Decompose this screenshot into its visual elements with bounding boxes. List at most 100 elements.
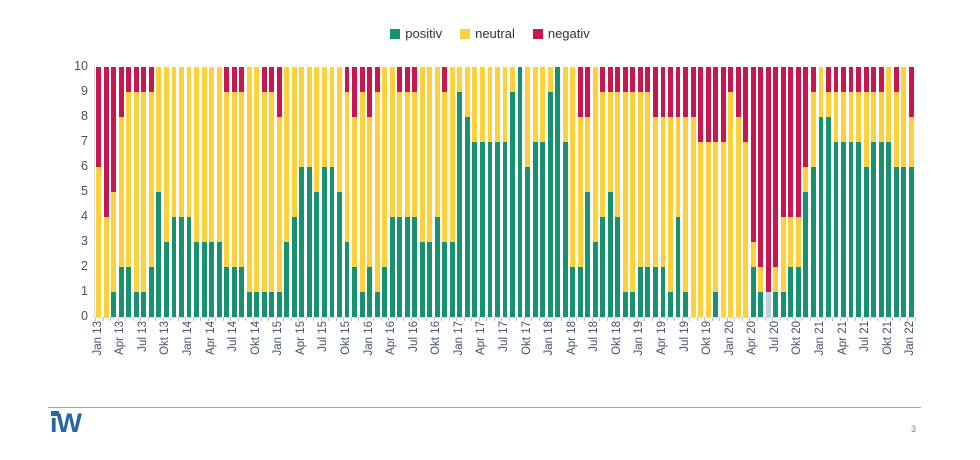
- bar-segment-negativ: [826, 67, 831, 92]
- bar-segment-negativ: [96, 67, 102, 167]
- x-axis-tick: [734, 318, 736, 321]
- bar-segment-negativ: [600, 67, 606, 92]
- bar-segment-negativ: [668, 67, 673, 117]
- bar-segment-neutral: [412, 92, 418, 217]
- bar-segment-neutral: [713, 142, 719, 292]
- bar-segment-neutral: [457, 67, 463, 92]
- bar-segment-neutral: [306, 67, 312, 167]
- bar-segment-positiv: [908, 167, 914, 317]
- x-axis-tick: [252, 318, 254, 321]
- bar-segment-positiv: [622, 292, 628, 317]
- x-axis-tick: [869, 318, 871, 321]
- y-axis-label: 2: [81, 259, 88, 273]
- bar-segment-neutral: [848, 92, 854, 142]
- iw-logo-macron: [51, 411, 59, 416]
- x-axis-tick: [448, 318, 450, 321]
- bar-segment-negativ: [833, 67, 839, 92]
- x-axis-tick: [809, 318, 811, 321]
- bar-segment-neutral: [367, 117, 373, 267]
- bar-segment-neutral: [419, 67, 425, 242]
- bar-segment-positiv: [585, 192, 591, 317]
- bar-segment-positiv: [156, 192, 162, 317]
- bar-segment-negativ: [607, 67, 613, 92]
- bar-segment-neutral: [630, 92, 636, 292]
- bar-segment-positiv: [374, 292, 380, 317]
- bar-segment-neutral: [653, 117, 658, 267]
- bar-segment-neutral: [291, 67, 297, 217]
- x-axis-tick: [290, 318, 292, 321]
- x-axis-tick: [614, 318, 616, 321]
- y-axis-label: 7: [81, 134, 88, 148]
- bar-segment-positiv: [803, 192, 809, 317]
- x-axis-tick: [230, 318, 232, 321]
- y-axis-label: 4: [81, 209, 88, 223]
- x-axis-tick: [644, 318, 646, 321]
- bar-segment-positiv: [464, 117, 470, 317]
- bar-segment-negativ: [758, 67, 764, 267]
- bar-segment-neutral: [720, 142, 726, 317]
- bar-segment-negativ: [239, 67, 245, 92]
- bar-segment-positiv: [502, 142, 508, 317]
- bar-segment-positiv: [246, 292, 252, 317]
- legend-label-positiv: positiv: [405, 26, 443, 41]
- legend-item-positiv: positiv: [390, 26, 442, 41]
- bar-segment-neutral: [585, 117, 591, 192]
- bar-segment-positiv: [675, 217, 681, 317]
- x-axis-tick: [568, 318, 570, 321]
- bar-segment-negativ: [577, 67, 583, 117]
- bar-segment-neutral: [901, 67, 907, 167]
- bar-segment-negativ: [352, 67, 357, 117]
- bar-segment-negativ: [261, 67, 267, 92]
- bar-segment-negativ: [653, 67, 658, 117]
- x-axis-tick: [794, 318, 796, 321]
- bar-segment-neutral: [698, 142, 704, 317]
- bar-segment-neutral: [758, 267, 764, 292]
- x-axis-tick: [298, 318, 300, 321]
- bar-segment-positiv: [841, 142, 846, 317]
- bar-segment-positiv: [863, 167, 869, 317]
- x-axis-tick: [441, 318, 443, 321]
- bar-segment-positiv: [419, 242, 425, 317]
- x-axis-tick: [726, 318, 728, 321]
- bar-segment-positiv: [276, 292, 282, 317]
- bar-segment-neutral: [164, 67, 169, 242]
- x-axis-tick: [493, 318, 495, 321]
- bar-segment-negativ: [728, 67, 734, 92]
- bar-segment-negativ: [148, 67, 154, 92]
- bar-segment-neutral: [276, 117, 282, 292]
- bar-segment-positiv: [457, 92, 463, 317]
- bar-segment-positiv: [878, 142, 884, 317]
- y-axis-label: 10: [74, 59, 88, 73]
- bar-segment-negativ: [893, 67, 899, 92]
- bar-segment-negativ: [871, 67, 877, 92]
- x-axis-tick: [283, 318, 285, 321]
- x-axis-tick: [915, 318, 916, 321]
- bar-segment-neutral: [525, 67, 530, 167]
- bar-segment-neutral: [261, 92, 267, 292]
- x-axis-tick: [486, 318, 488, 321]
- footer-divider: [48, 407, 921, 408]
- x-axis-tick: [463, 318, 465, 321]
- y-axis-label: 3: [81, 234, 88, 248]
- x-axis-tick: [177, 318, 179, 321]
- bar-segment-neutral: [675, 117, 681, 217]
- x-axis-tick: [854, 318, 856, 321]
- bar-segment-negativ: [622, 67, 628, 92]
- bar-segment-positiv: [344, 242, 350, 317]
- x-axis-tick: [140, 318, 142, 321]
- bar-segment-neutral: [683, 117, 688, 292]
- bar-segment-negativ: [705, 67, 711, 142]
- bar-segment-negativ: [720, 67, 726, 142]
- x-axis-tick: [418, 318, 420, 321]
- y-axis-line: [94, 66, 95, 318]
- bar-segment-negativ: [404, 67, 410, 92]
- x-axis-tick: [260, 318, 262, 321]
- bar-segment-neutral: [374, 92, 380, 292]
- x-axis-tick: [877, 318, 879, 321]
- x-axis-tick: [681, 318, 683, 321]
- bar-segment-positiv: [231, 267, 237, 317]
- bar-segment-neutral: [148, 92, 154, 267]
- x-axis-tick: [132, 318, 134, 321]
- bar-segment-positiv: [404, 217, 410, 317]
- bar-segment-positiv: [525, 167, 530, 317]
